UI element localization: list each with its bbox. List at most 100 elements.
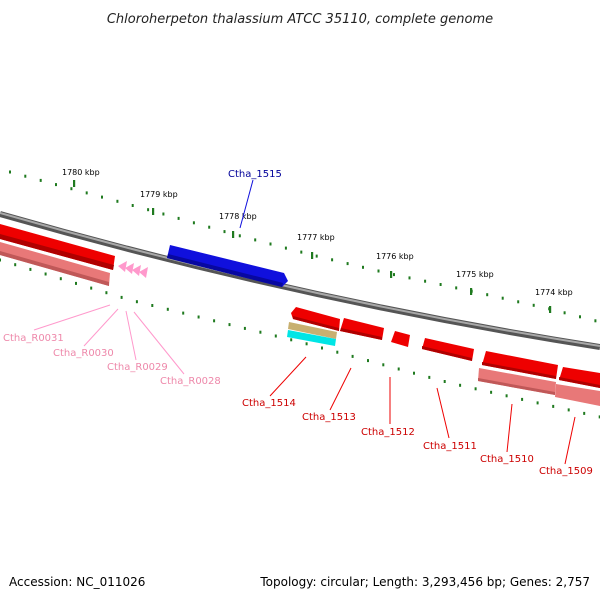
gene-label-ctha-r0029: Ctha_R0029 (107, 362, 168, 373)
inner-minor-tick-4 (59, 277, 62, 281)
outer-minor-tick-22 (346, 262, 349, 266)
topology-text: Topology: circular; Length: 3,293,456 bp… (259, 575, 590, 589)
major-ticks (73, 180, 552, 313)
cds-bar-ctha-1509 (555, 384, 600, 406)
kbp-labels: 1780 kbp 1779 kbp 1778 kbp 1777 kbp 1776… (62, 168, 573, 297)
gene-shade-ctha-1511 (422, 346, 472, 361)
inner-minor-tick-6 (90, 286, 93, 290)
gene-shade-ctha-1514 (293, 316, 339, 331)
inner-minor-tick-26 (397, 367, 400, 371)
kbp-label-1780: 1780 kbp (62, 168, 100, 177)
accession-text: Accession: NC_011026 (9, 575, 145, 589)
genome-backbone-highlight (0, 212, 600, 347)
outer-minor-tick-4 (70, 187, 73, 191)
leader-ctha-1511 (436, 387, 450, 439)
misc-feature-cyan (287, 330, 336, 346)
inner-minor-tick-9 (135, 300, 138, 304)
reverse-genes (291, 307, 600, 388)
gene-arrow-ctha-1510 (482, 351, 558, 379)
outer-minor-tick-31 (486, 293, 489, 297)
inner-minor-tick-2 (29, 267, 32, 271)
gene-label-ctha-1513: Ctha_1513 (302, 412, 356, 423)
inner-minor-tick-25 (382, 363, 385, 367)
kbp-label-1779: 1779 kbp (140, 190, 178, 199)
inner-minor-tick-12 (182, 311, 185, 315)
gene-shade-ctha-1513 (340, 328, 382, 340)
major-tick-1774 (549, 306, 552, 313)
major-tick-1779 (152, 208, 155, 215)
outer-minor-tick-20 (315, 254, 318, 258)
misc-feature-tan (288, 322, 337, 339)
outer-minor-tick-5 (85, 191, 88, 195)
outer-minor-tick-10 (162, 212, 165, 216)
inner-minor-tick-37 (567, 408, 570, 412)
outer-minor-tick-21 (331, 258, 334, 262)
outer-minor-tick-19 (300, 250, 303, 254)
gene-label-ctha-r0031: Ctha_R0031 (3, 333, 64, 344)
major-tick-1780 (73, 180, 76, 187)
gene-label-ctha-1515: Ctha_1515 (228, 169, 282, 180)
outer-minor-tick-36 (563, 311, 566, 315)
gene-label-ctha-r0028: Ctha_R0028 (160, 376, 221, 387)
kbp-label-1774: 1774 kbp (535, 288, 573, 297)
inner-minor-tick-14 (213, 319, 216, 323)
outer-minor-tick-24 (377, 269, 380, 273)
gene-label-ctha-1510: Ctha_1510 (480, 454, 534, 465)
outer-minor-tick-25 (393, 273, 395, 277)
inner-minor-tick-10 (151, 304, 154, 307)
inner-minor-tick-27 (413, 371, 415, 375)
inner-minor-tick-20 (305, 342, 308, 346)
outer-minor-tick-15 (238, 234, 241, 238)
inner-minor-tick-18 (274, 334, 277, 338)
inner-tick-track (0, 258, 600, 419)
kbp-label-1776: 1776 kbp (376, 252, 414, 261)
outer-minor-tick-23 (362, 265, 364, 269)
leader-ctha-1510 (506, 403, 513, 453)
inner-minor-tick-19 (290, 338, 293, 342)
gene-arrow-ctha-1511 (422, 338, 474, 361)
kbp-label-1778: 1778 kbp (219, 212, 257, 221)
inner-minor-tick-1 (14, 263, 17, 267)
cds-bar-ctha-1510-shade (478, 378, 555, 395)
label-leader-lines (33, 179, 576, 465)
outer-minor-tick-28 (439, 283, 442, 286)
leader-ctha-r0029 (125, 310, 137, 361)
gene-arrow-ctha-1514 (291, 307, 340, 331)
leader-ctha-r0030 (83, 308, 119, 347)
outer-minor-tick-14 (223, 230, 226, 234)
outer-minor-tick-27 (424, 279, 427, 283)
leader-ctha-1513 (329, 367, 352, 411)
leader-ctha-1514 (269, 356, 307, 397)
cds-bar-ctha-1510 (478, 368, 556, 395)
inner-minor-tick-23 (351, 354, 354, 358)
inner-minor-tick-32 (490, 390, 493, 394)
inner-minor-tick-21 (321, 346, 323, 350)
major-tick-1778 (232, 231, 235, 238)
inner-minor-tick-35 (536, 401, 539, 405)
leader-ctha-1509 (564, 416, 576, 465)
outer-minor-tick-11 (177, 216, 180, 220)
gene-arrow-ctha-1515-shade (167, 254, 283, 287)
outer-minor-tick-29 (455, 286, 458, 290)
outer-minor-tick-17 (269, 242, 272, 246)
outer-minor-tick-37 (579, 315, 581, 319)
inner-minor-tick-15 (228, 323, 231, 327)
rna-chevron-r0028 (139, 267, 148, 278)
outer-minor-tick-1 (24, 174, 27, 178)
map-title: Chloroherpeton thalassium ATCC 35110, co… (107, 12, 493, 27)
outer-minor-tick-9 (147, 208, 150, 212)
rna-chevrons (118, 261, 148, 278)
inner-minor-tick-8 (120, 295, 123, 299)
outer-tick-track (9, 170, 597, 323)
inner-minor-tick-36 (552, 404, 555, 408)
major-tick-1775 (470, 288, 473, 295)
outer-minor-tick-12 (192, 221, 195, 225)
gene-shade-ctha-1509 (559, 377, 600, 388)
inner-minor-tick-17 (259, 330, 262, 334)
leader-ctha-r0031 (33, 304, 111, 331)
gene-label-ctha-1509: Ctha_1509 (539, 466, 593, 477)
outer-minor-tick-13 (208, 225, 211, 229)
outer-minor-tick-3 (55, 183, 57, 187)
inner-minor-tick-5 (75, 281, 77, 285)
